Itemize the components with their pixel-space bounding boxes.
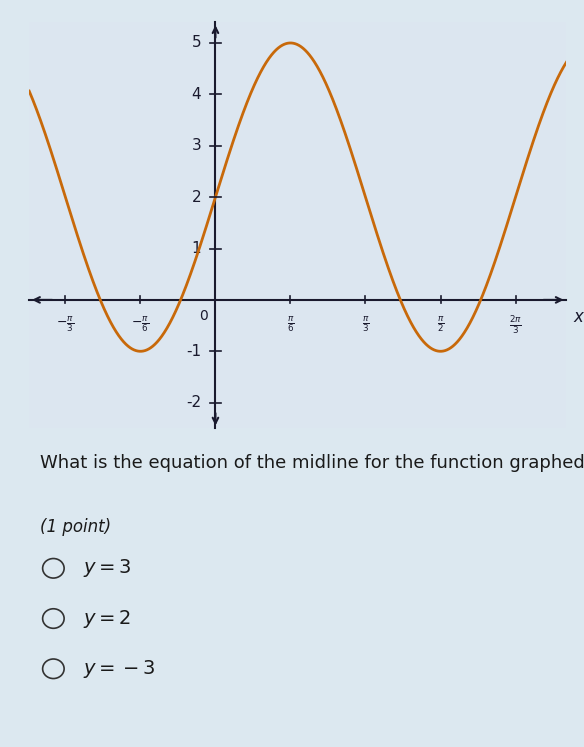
Text: $\frac{\pi}{6}$: $\frac{\pi}{6}$	[287, 314, 294, 334]
Text: $\frac{2\pi}{3}$: $\frac{2\pi}{3}$	[509, 314, 522, 336]
Text: 3: 3	[192, 138, 201, 153]
Text: $-\frac{\pi}{6}$: $-\frac{\pi}{6}$	[131, 314, 150, 334]
Text: $\frac{\pi}{2}$: $\frac{\pi}{2}$	[437, 314, 444, 334]
Text: $\frac{\pi}{3}$: $\frac{\pi}{3}$	[361, 314, 369, 334]
Text: -1: -1	[186, 344, 201, 359]
Text: -2: -2	[186, 395, 201, 410]
Text: $y = -3$: $y = -3$	[83, 658, 156, 680]
Text: 5: 5	[192, 35, 201, 51]
Text: 2: 2	[192, 190, 201, 205]
Text: x: x	[573, 308, 583, 326]
Text: What is the equation of the midline for the function graphed?: What is the equation of the midline for …	[40, 454, 584, 472]
Text: $y = 3$: $y = 3$	[83, 557, 132, 579]
Text: $-\frac{\pi}{3}$: $-\frac{\pi}{3}$	[57, 314, 74, 334]
Text: 1: 1	[192, 241, 201, 256]
Text: 4: 4	[192, 87, 201, 102]
Text: $y = 2$: $y = 2$	[83, 607, 131, 630]
Text: 0: 0	[200, 309, 208, 323]
Text: (1 point): (1 point)	[40, 518, 111, 536]
